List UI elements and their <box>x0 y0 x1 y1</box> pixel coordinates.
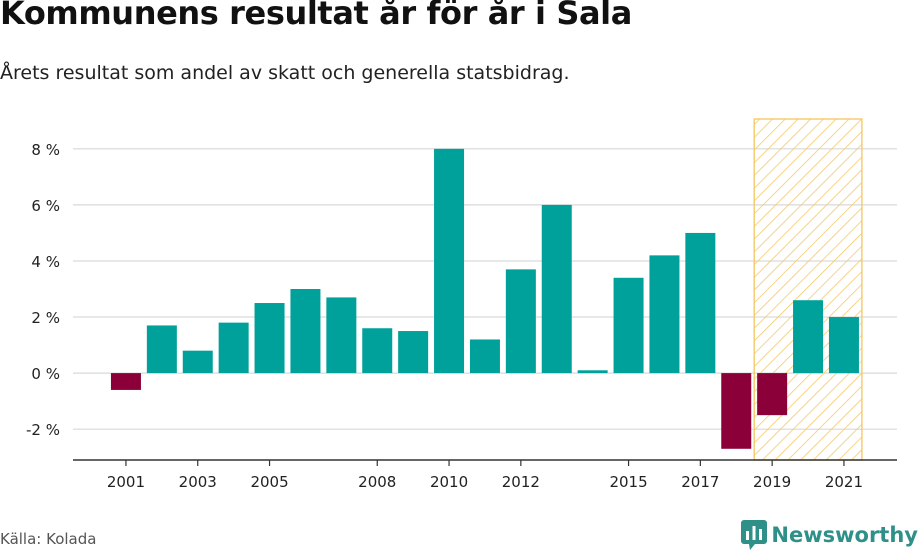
brand-name: Newsworthy <box>771 523 918 547</box>
y-tick-label: 0 % <box>31 365 60 383</box>
bar-2002 <box>146 325 177 374</box>
source-note: Källa: Kolada <box>0 530 97 548</box>
bar-2015 <box>613 277 644 374</box>
bar-2020 <box>793 300 824 374</box>
bars <box>110 148 859 449</box>
y-tick-label: 8 % <box>31 141 60 159</box>
y-tick-label: -2 % <box>26 421 60 439</box>
bar-2010 <box>434 148 465 374</box>
bar-2021 <box>828 317 859 374</box>
bar-2017 <box>685 232 716 374</box>
bar-2009 <box>398 331 429 374</box>
bar-2005 <box>254 303 285 374</box>
bar-2014 <box>577 370 608 374</box>
bar-2006 <box>290 289 321 374</box>
axes: -2 % 0 % 2 % 4 % 6 % 8 % 2001 2003 2005 2008 2010 2… <box>26 141 897 491</box>
bar-2019 <box>757 373 788 416</box>
x-tick-label: 2008 <box>358 473 396 491</box>
y-tick-label: 4 % <box>31 253 60 271</box>
bar-2011 <box>469 339 500 374</box>
x-tick-label: 2019 <box>753 473 791 491</box>
y-tick-label: 2 % <box>31 309 60 327</box>
x-tick-label: 2003 <box>179 473 217 491</box>
y-tick-label: 6 % <box>31 197 60 215</box>
bar-2016 <box>649 255 680 374</box>
bar-2012 <box>505 269 536 374</box>
chart-title: Kommunens resultat år för år i Sala <box>0 0 632 32</box>
x-tick-label: 2021 <box>825 473 863 491</box>
x-tick-label: 2012 <box>502 473 540 491</box>
bar-2004 <box>218 322 249 374</box>
chart-subtitle: Årets resultat som andel av skatt och ge… <box>0 62 570 84</box>
bar-2007 <box>326 297 357 374</box>
bar-2001 <box>110 373 141 390</box>
brand-logo: Newsworthy <box>741 520 918 550</box>
bar-2008 <box>362 328 393 374</box>
bar-2018 <box>721 373 752 449</box>
bar-2003 <box>182 350 213 374</box>
x-tick-label: 2010 <box>430 473 468 491</box>
newsworthy-logo-icon <box>741 520 768 550</box>
x-tick-label: 2015 <box>609 473 647 491</box>
x-tick-label: 2005 <box>250 473 288 491</box>
bar-2013 <box>541 204 572 374</box>
x-tick-label: 2001 <box>107 473 145 491</box>
x-tick-label: 2017 <box>681 473 719 491</box>
